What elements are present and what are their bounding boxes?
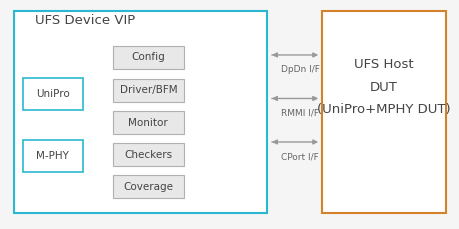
FancyBboxPatch shape — [112, 175, 184, 198]
Text: UFS Device VIP: UFS Device VIP — [35, 14, 135, 27]
FancyBboxPatch shape — [23, 140, 83, 172]
Text: Checkers: Checkers — [124, 150, 172, 160]
FancyBboxPatch shape — [14, 11, 266, 213]
Text: Config: Config — [131, 52, 165, 62]
Text: Driver/BFM: Driver/BFM — [119, 85, 177, 95]
Text: UniPro: UniPro — [36, 89, 70, 99]
Text: CPort I/F: CPort I/F — [280, 152, 318, 161]
Text: Monitor: Monitor — [128, 117, 168, 128]
Text: Coverage: Coverage — [123, 182, 173, 192]
Text: UFS Host: UFS Host — [353, 58, 413, 71]
FancyBboxPatch shape — [23, 78, 83, 110]
Text: DpDn I/F: DpDn I/F — [280, 65, 319, 74]
Text: M-PHY: M-PHY — [36, 151, 69, 161]
Text: (UniPro+MPHY DUT): (UniPro+MPHY DUT) — [317, 104, 450, 116]
FancyBboxPatch shape — [112, 46, 184, 69]
FancyBboxPatch shape — [112, 111, 184, 134]
Text: RMMI I/F: RMMI I/F — [280, 109, 318, 118]
Text: DUT: DUT — [369, 81, 397, 93]
FancyBboxPatch shape — [112, 79, 184, 102]
FancyBboxPatch shape — [321, 11, 445, 213]
FancyBboxPatch shape — [112, 143, 184, 166]
